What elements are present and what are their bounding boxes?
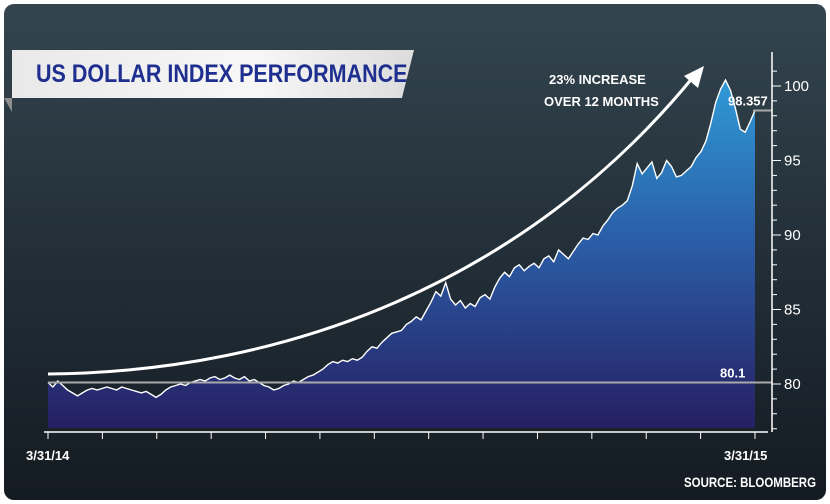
- chart-panel: 80.1 98.357 80 85 90 95 100 3/31/14 3/31/15 23% I…: [4, 4, 826, 500]
- end-value-label: 98.357: [728, 93, 768, 108]
- title-banner: US DOLLAR INDEX PERFORMANCE: [12, 50, 414, 98]
- series-area: [48, 80, 755, 428]
- y-tick-label: 80: [784, 376, 801, 393]
- baseline-label: 80.1: [720, 366, 745, 381]
- arrow-head-icon: [684, 66, 704, 88]
- growth-arrow-icon: [47, 75, 696, 376]
- y-tick-label: 85: [784, 302, 801, 319]
- chart-canvas: 80.1 98.357 80 85 90 95 100 3/31/14 3/31/15 23% I…: [26, 52, 809, 463]
- y-tick-label: 90: [784, 227, 801, 244]
- series-line: [47, 78, 756, 399]
- source-label: SOURCE: BLOOMBERG: [683, 474, 816, 490]
- x-start-label: 3/31/14: [26, 448, 70, 463]
- y-tick-label: 95: [784, 153, 801, 170]
- annotation-line-2: OVER 12 MONTHS: [544, 94, 659, 109]
- title-banner-fold: [4, 98, 12, 112]
- chart-title: US DOLLAR INDEX PERFORMANCE: [36, 60, 408, 88]
- y-tick-label: 100: [784, 78, 809, 95]
- annotation-line-1: 23% INCREASE: [549, 72, 646, 87]
- x-end-label: 3/31/15: [724, 448, 767, 463]
